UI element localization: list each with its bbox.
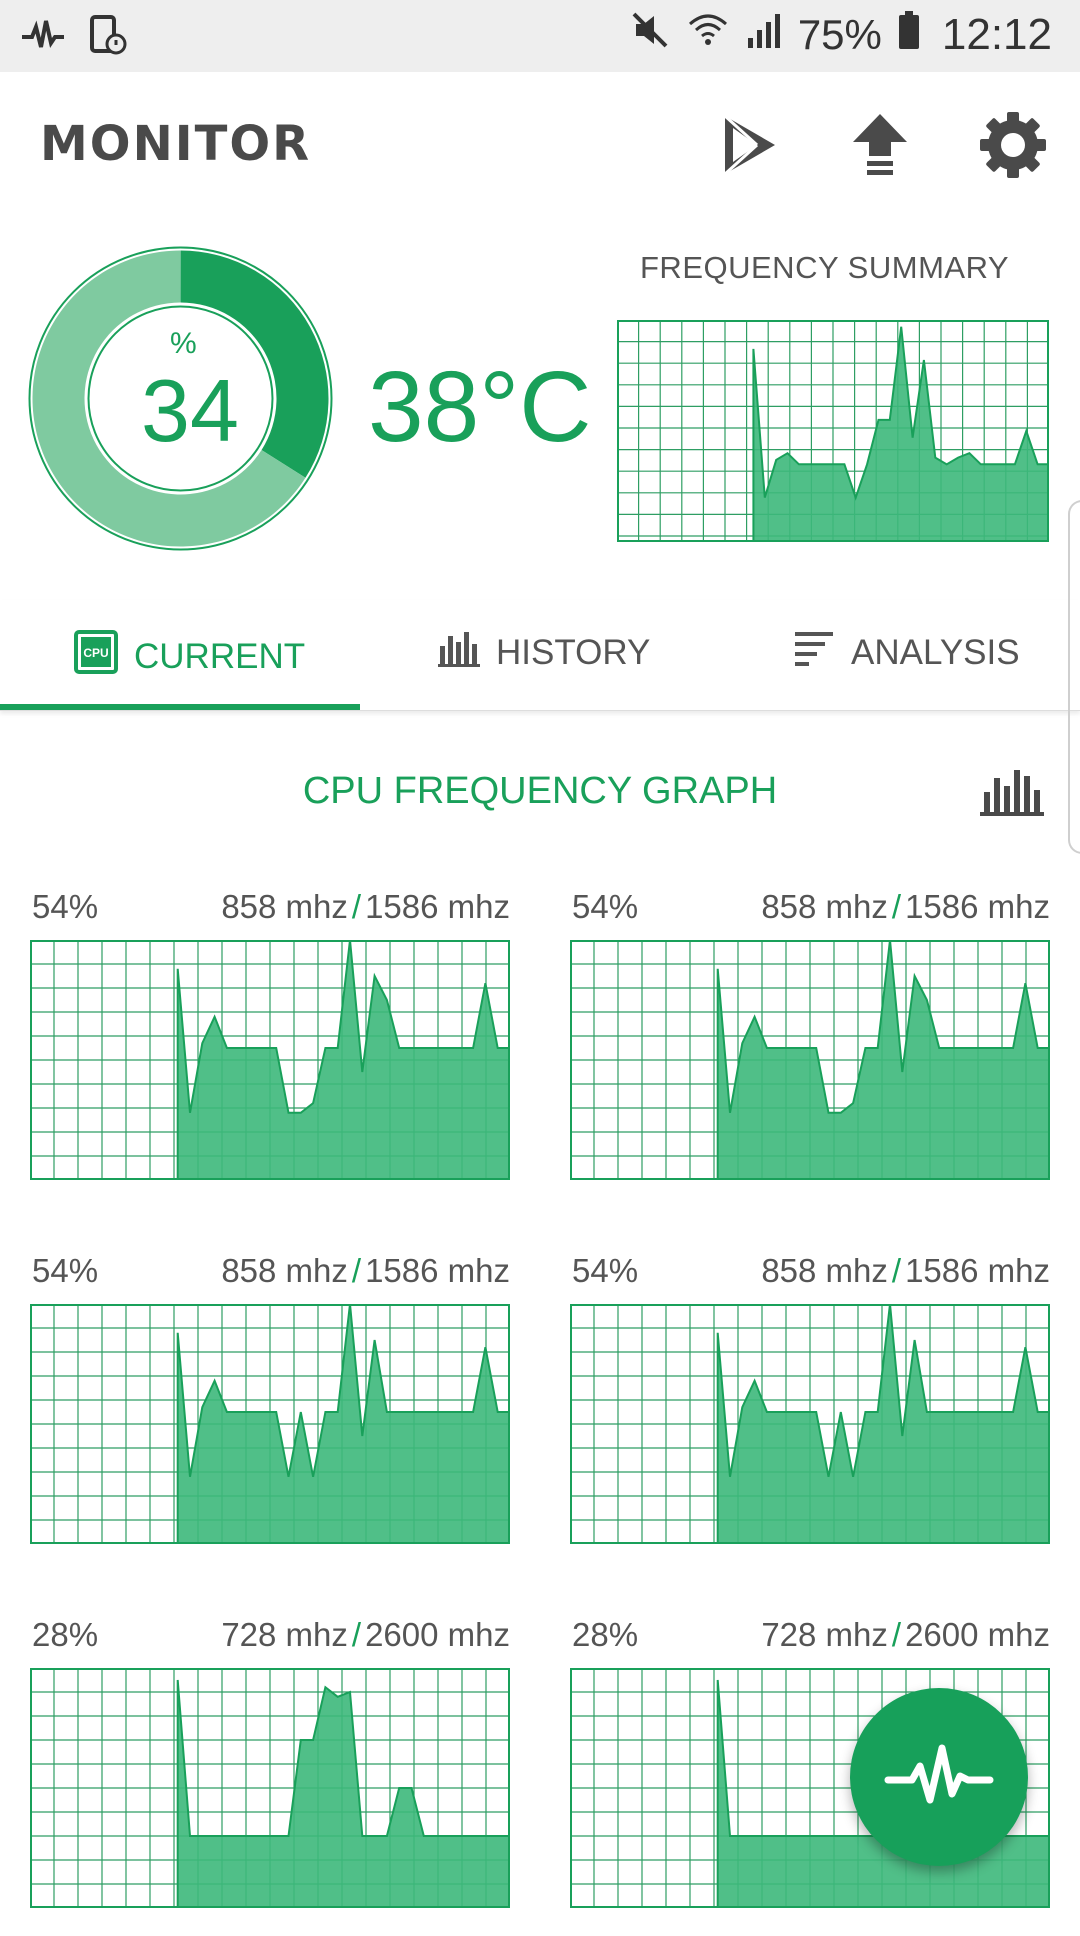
cpu-frequency-graph-title: CPU FREQUENCY GRAPH <box>302 770 778 812</box>
frequency-area <box>176 1679 510 1908</box>
frequency-summary-title: FREQUENCY SUMMARY <box>640 250 1010 285</box>
tab-analysis-label: ANALYSIS <box>851 632 1020 672</box>
core-frequency: 858 mhz/1586 mhz <box>761 1252 1050 1290</box>
core-frequency-graph <box>30 1668 510 1908</box>
donut-inner-ring <box>87 305 274 492</box>
battery-icon <box>898 10 920 60</box>
core-current-frequency: 858 mhz <box>761 1252 888 1289</box>
donut-used-segment <box>180 250 329 478</box>
tab-analysis[interactable]: ANALYSIS <box>793 628 1020 677</box>
core-max-frequency: 1586 mhz <box>365 888 510 925</box>
core-max-frequency: 1586 mhz <box>365 1252 510 1289</box>
frequency-area <box>752 326 1049 542</box>
clock: 12:12 <box>941 10 1052 59</box>
tab-bar: CPU CURRENT HISTORY ANALYSIS <box>0 600 1080 711</box>
core-usage-percent: 54% <box>572 888 639 925</box>
cpu-usage-donut <box>28 246 333 551</box>
core-usage-percent: 28% <box>572 1616 639 1653</box>
cpu-core-card: 54% 858 mhz/1586 mhz <box>570 888 1050 1208</box>
play-store-icon <box>723 114 775 176</box>
frequency-separator: / <box>351 1252 362 1289</box>
frequency-separator: / <box>891 1252 902 1289</box>
cpu-core-card: 54% 858 mhz/1586 mhz <box>30 888 510 1208</box>
wifi-icon <box>686 10 730 60</box>
cpu-icon: CPU <box>72 628 120 685</box>
app-title: MONITOR <box>40 116 312 172</box>
donut-outer-ring <box>28 246 333 551</box>
core-current-frequency: 858 mhz <box>761 888 888 925</box>
tab-indicator <box>0 704 360 710</box>
cpu-core-card: 28% 728 mhz/2600 mhz <box>30 1616 510 1936</box>
cpu-core-card: 54% 858 mhz/1586 mhz <box>30 1252 510 1572</box>
core-frequency-graph <box>570 940 1050 1180</box>
core-current-frequency: 858 mhz <box>221 1252 348 1289</box>
temperature: 38°C <box>368 351 592 463</box>
activity-icon <box>20 15 66 60</box>
tab-current[interactable]: CPU CURRENT <box>72 628 305 685</box>
core-max-frequency: 1586 mhz <box>905 1252 1050 1289</box>
settings-icon <box>980 112 1046 178</box>
graph-border <box>30 1304 510 1544</box>
tab-current-label: CURRENT <box>134 636 306 676</box>
frequency-separator: / <box>351 888 362 925</box>
core-frequency: 858 mhz/1586 mhz <box>221 1252 510 1290</box>
upload-icon <box>853 114 907 175</box>
bar-chart-icon <box>980 770 1044 816</box>
core-current-frequency: 858 mhz <box>221 888 348 925</box>
core-frequency: 858 mhz/1586 mhz <box>221 888 510 926</box>
view-toggle-button[interactable] <box>980 764 1046 818</box>
graph-border <box>30 1668 510 1908</box>
frequency-separator: / <box>351 1616 362 1653</box>
usage-unit: % <box>170 327 197 360</box>
signal-icon <box>746 10 782 60</box>
upload-button[interactable] <box>845 110 915 180</box>
core-frequency-graph <box>570 1304 1050 1544</box>
core-frequency-graph <box>30 1304 510 1544</box>
frequency-area <box>716 1304 1050 1544</box>
core-usage-percent: 54% <box>32 1252 99 1289</box>
sort-lines-icon <box>793 628 837 677</box>
core-max-frequency: 2600 mhz <box>365 1616 510 1653</box>
activity-pulse-icon <box>884 1744 994 1804</box>
frequency-area <box>176 940 510 1180</box>
battery-percent: 75% <box>797 11 882 58</box>
svg-text:CPU: CPU <box>83 646 108 660</box>
tab-history-label: HISTORY <box>496 632 651 672</box>
battery-saver-icon <box>88 14 128 61</box>
bar-chart-icon <box>438 628 482 677</box>
core-current-frequency: 728 mhz <box>761 1616 888 1653</box>
core-usage-percent: 54% <box>572 1252 639 1289</box>
graph-border <box>570 1304 1050 1544</box>
core-frequency-graph <box>30 940 510 1180</box>
core-current-frequency: 728 mhz <box>221 1616 348 1653</box>
core-max-frequency: 1586 mhz <box>905 888 1050 925</box>
edge-panel-handle[interactable] <box>1068 500 1080 854</box>
tab-history[interactable]: HISTORY <box>438 628 650 677</box>
core-frequency: 728 mhz/2600 mhz <box>761 1616 1050 1654</box>
usage-value: 34 <box>141 361 239 460</box>
core-usage-percent: 28% <box>32 1616 99 1653</box>
graph-border <box>570 1668 1050 1908</box>
core-frequency: 728 mhz/2600 mhz <box>221 1616 510 1654</box>
donut-free-segment <box>32 250 306 547</box>
floating-monitor-button[interactable] <box>850 1688 1028 1866</box>
play-store-button[interactable] <box>715 110 785 180</box>
frequency-area <box>176 1304 510 1544</box>
frequency-separator: / <box>891 888 902 925</box>
graph-border <box>570 940 1050 1180</box>
frequency-area <box>716 940 1050 1180</box>
cpu-core-card: 54% 858 mhz/1586 mhz <box>570 1252 1050 1572</box>
frequency-separator: / <box>891 1616 902 1653</box>
core-usage-percent: 54% <box>32 888 99 925</box>
frequency-summary-graph <box>617 320 1049 542</box>
mute-icon <box>630 10 670 60</box>
core-frequency: 858 mhz/1586 mhz <box>761 888 1050 926</box>
settings-button[interactable] <box>978 110 1048 180</box>
graph-border <box>30 940 510 1180</box>
core-max-frequency: 2600 mhz <box>905 1616 1050 1653</box>
status-bar: 75% 12:12 <box>0 0 1080 72</box>
app-header: MONITOR <box>0 72 1080 212</box>
graph-border <box>617 320 1049 542</box>
